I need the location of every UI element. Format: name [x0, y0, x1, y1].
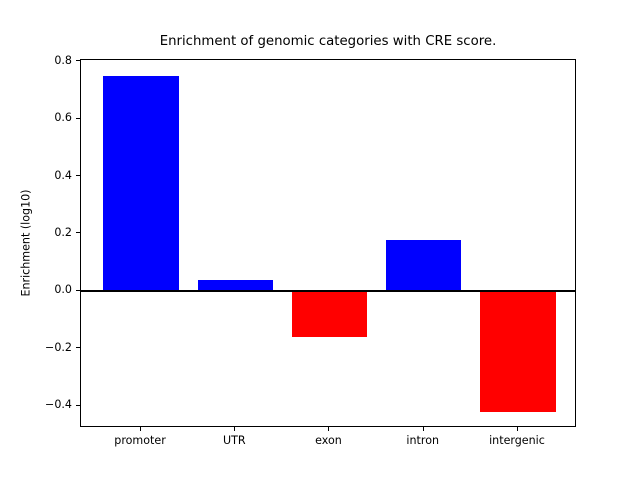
- bar-intron: [386, 239, 462, 292]
- x-tick-mark: [328, 427, 330, 431]
- x-tick-mark: [234, 427, 236, 431]
- y-tick-label: 0.4: [54, 168, 72, 182]
- bar-intergenic: [480, 291, 556, 413]
- y-tick-label: 0.8: [54, 53, 72, 67]
- zero-line: [81, 290, 575, 293]
- bar-UTR: [197, 279, 273, 292]
- y-tick-mark: [76, 60, 80, 62]
- y-axis-label: Enrichment (log10): [19, 189, 33, 297]
- bar-exon: [291, 291, 368, 338]
- y-tick-label: −0.2: [45, 340, 72, 354]
- x-tick-label-promoter: promoter: [114, 434, 166, 447]
- y-tick-label: 0.6: [54, 111, 72, 125]
- y-tick-mark: [76, 175, 80, 176]
- plot-area: [80, 59, 576, 427]
- x-tick-mark: [140, 427, 142, 431]
- y-tick-label: 0.0: [54, 283, 72, 297]
- y-tick-mark: [76, 404, 80, 406]
- chart-title: Enrichment of genomic categories with CR…: [159, 34, 497, 49]
- x-tick-mark: [516, 427, 518, 431]
- y-tick-mark: [76, 232, 80, 234]
- x-tick-label-UTR: UTR: [222, 434, 246, 447]
- y-tick-label: 0.2: [54, 225, 72, 239]
- y-tick-label: −0.4: [45, 398, 72, 412]
- y-tick-mark: [76, 347, 80, 349]
- x-tick-mark: [422, 427, 424, 431]
- x-tick-label-exon: exon: [315, 434, 342, 447]
- y-tick-mark: [76, 289, 80, 291]
- y-tick-mark: [76, 117, 80, 119]
- bar-promoter: [103, 75, 179, 292]
- x-tick-label-intron: intron: [406, 434, 440, 447]
- x-tick-label-intergenic: intergenic: [489, 434, 545, 447]
